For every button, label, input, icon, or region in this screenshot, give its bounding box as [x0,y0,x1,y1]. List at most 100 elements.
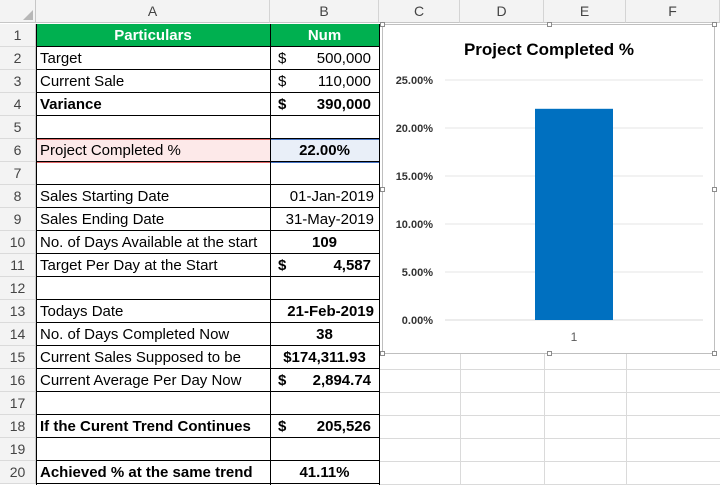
row-header-12[interactable]: 12 [0,277,36,300]
gridline [379,415,720,416]
resize-handle[interactable] [712,187,717,192]
table-border [36,161,380,162]
row-header-8[interactable]: 8 [0,185,36,208]
resize-handle[interactable] [380,351,385,356]
sales-end-label[interactable]: Sales Ending Date [40,211,165,228]
y-tick-label: 0.00% [402,315,433,327]
currency-symbol: $ [278,73,287,90]
current-avg-label[interactable]: Current Average Per Day Now [40,372,242,389]
column-header-d[interactable]: D [460,0,544,23]
table-border [36,345,380,346]
current-avg-cell[interactable]: $ 2,894.74 [270,369,379,392]
row-header-16[interactable]: 16 [0,369,36,392]
project-completed-label[interactable]: Project Completed % [40,142,181,159]
row-header-15[interactable]: 15 [0,346,36,369]
y-tick-label: 20.00% [396,123,434,135]
target-per-day-label[interactable]: Target Per Day at the Start [40,257,218,274]
currency-symbol: $ [278,372,287,389]
project-completed-chart[interactable]: Project Completed % 0.00% 5.00% 10.00% 15.0… [380,22,717,356]
table-border [36,391,380,392]
table-border [36,138,380,139]
table-border [36,299,380,300]
currency-symbol: $ [278,418,287,435]
resize-handle[interactable] [712,22,717,27]
trend-label[interactable]: If the Curent Trend Continues [40,418,251,435]
column-header-a[interactable]: A [36,0,270,23]
days-completed-value[interactable]: 38 [316,326,333,343]
row-header-2[interactable]: 2 [0,47,36,70]
table-border [36,414,380,415]
days-completed-label[interactable]: No. of Days Completed Now [40,326,230,343]
variance-cell[interactable]: $ 390,000 [270,93,379,116]
table-border [36,115,380,116]
target-label[interactable]: Target [40,50,82,67]
supposed-sales-value[interactable]: $174,311.93 [283,349,366,366]
supposed-sales-label[interactable]: Current Sales Supposed to be [40,349,241,366]
current-sale-value: 110,000 [317,73,371,90]
row-header-9[interactable]: 9 [0,208,36,231]
sales-start-label[interactable]: Sales Starting Date [40,188,170,205]
gridline [379,392,720,393]
table-border [36,368,380,369]
row-header-10[interactable]: 10 [0,231,36,254]
row-header-3[interactable]: 3 [0,70,36,93]
current-sale-cell[interactable]: $ 110,000 [270,70,379,93]
row-header-1[interactable]: 1 [0,24,36,47]
table-border [270,24,271,485]
row-header-5[interactable]: 5 [0,116,36,139]
row-header-20[interactable]: 20 [0,461,36,484]
resize-handle[interactable] [712,351,717,356]
days-available-label[interactable]: No. of Days Available at the start [40,234,258,251]
target-cell[interactable]: $ 500,000 [270,47,379,70]
trend-cell[interactable]: $ 205,526 [270,415,379,438]
row-header-17[interactable]: 17 [0,392,36,415]
table-border [36,92,380,93]
row-header-7[interactable]: 7 [0,162,36,185]
table-border [36,253,380,254]
table-border [36,437,380,438]
chart-x-axis: 1 [571,330,578,344]
todays-date-label[interactable]: Todays Date [40,303,124,320]
row-header-13[interactable]: 13 [0,300,36,323]
column-header-f[interactable]: F [626,0,720,23]
target-value: 500,000 [316,50,371,67]
column-header-c[interactable]: C [379,0,460,23]
table-border [36,207,380,208]
header-particulars[interactable]: Particulars [36,24,270,47]
variance-value: 390,000 [316,96,371,113]
achieved-label[interactable]: Achieved % at the same trend [40,464,253,481]
target-per-day-cell[interactable]: $ 4,587 [270,254,379,277]
row-header-18[interactable]: 18 [0,415,36,438]
variance-label[interactable]: Variance [40,96,102,113]
chart-bar[interactable] [535,108,613,320]
row-header-14[interactable]: 14 [0,323,36,346]
resize-handle[interactable] [380,187,385,192]
table-border [36,69,380,70]
gridline [379,369,720,370]
header-num[interactable]: Num [270,24,379,47]
row-header-11[interactable]: 11 [0,254,36,277]
row-header-6[interactable]: 6 [0,139,36,162]
row-header-4[interactable]: 4 [0,93,36,116]
currency-symbol: $ [278,96,287,113]
sales-end-value[interactable]: 31-May-2019 [285,211,374,228]
chart-canvas: Project Completed % 0.00% 5.00% 10.00% 15.0… [396,40,703,344]
achieved-value[interactable]: 41.11% [299,464,350,481]
resize-handle[interactable] [547,22,552,27]
table-border [36,322,380,323]
resize-handle[interactable] [380,22,385,27]
days-available-value[interactable]: 109 [311,234,338,251]
project-completed-value[interactable]: 22.00% [299,142,350,159]
current-sale-label[interactable]: Current Sale [40,73,125,90]
chart-y-axis: 0.00% 5.00% 10.00% 15.00% 20.00% 25.00% [396,75,434,327]
select-all-corner[interactable] [0,0,36,23]
row-header-19[interactable]: 19 [0,438,36,461]
sales-start-value[interactable]: 01-Jan-2019 [289,188,374,205]
todays-date-value[interactable]: 21-Feb-2019 [287,303,374,320]
target-per-day-value: 4,587 [333,257,371,274]
column-header-b[interactable]: B [270,0,379,23]
resize-handle[interactable] [547,351,552,356]
table-border [36,184,380,185]
column-header-e[interactable]: E [544,0,626,23]
